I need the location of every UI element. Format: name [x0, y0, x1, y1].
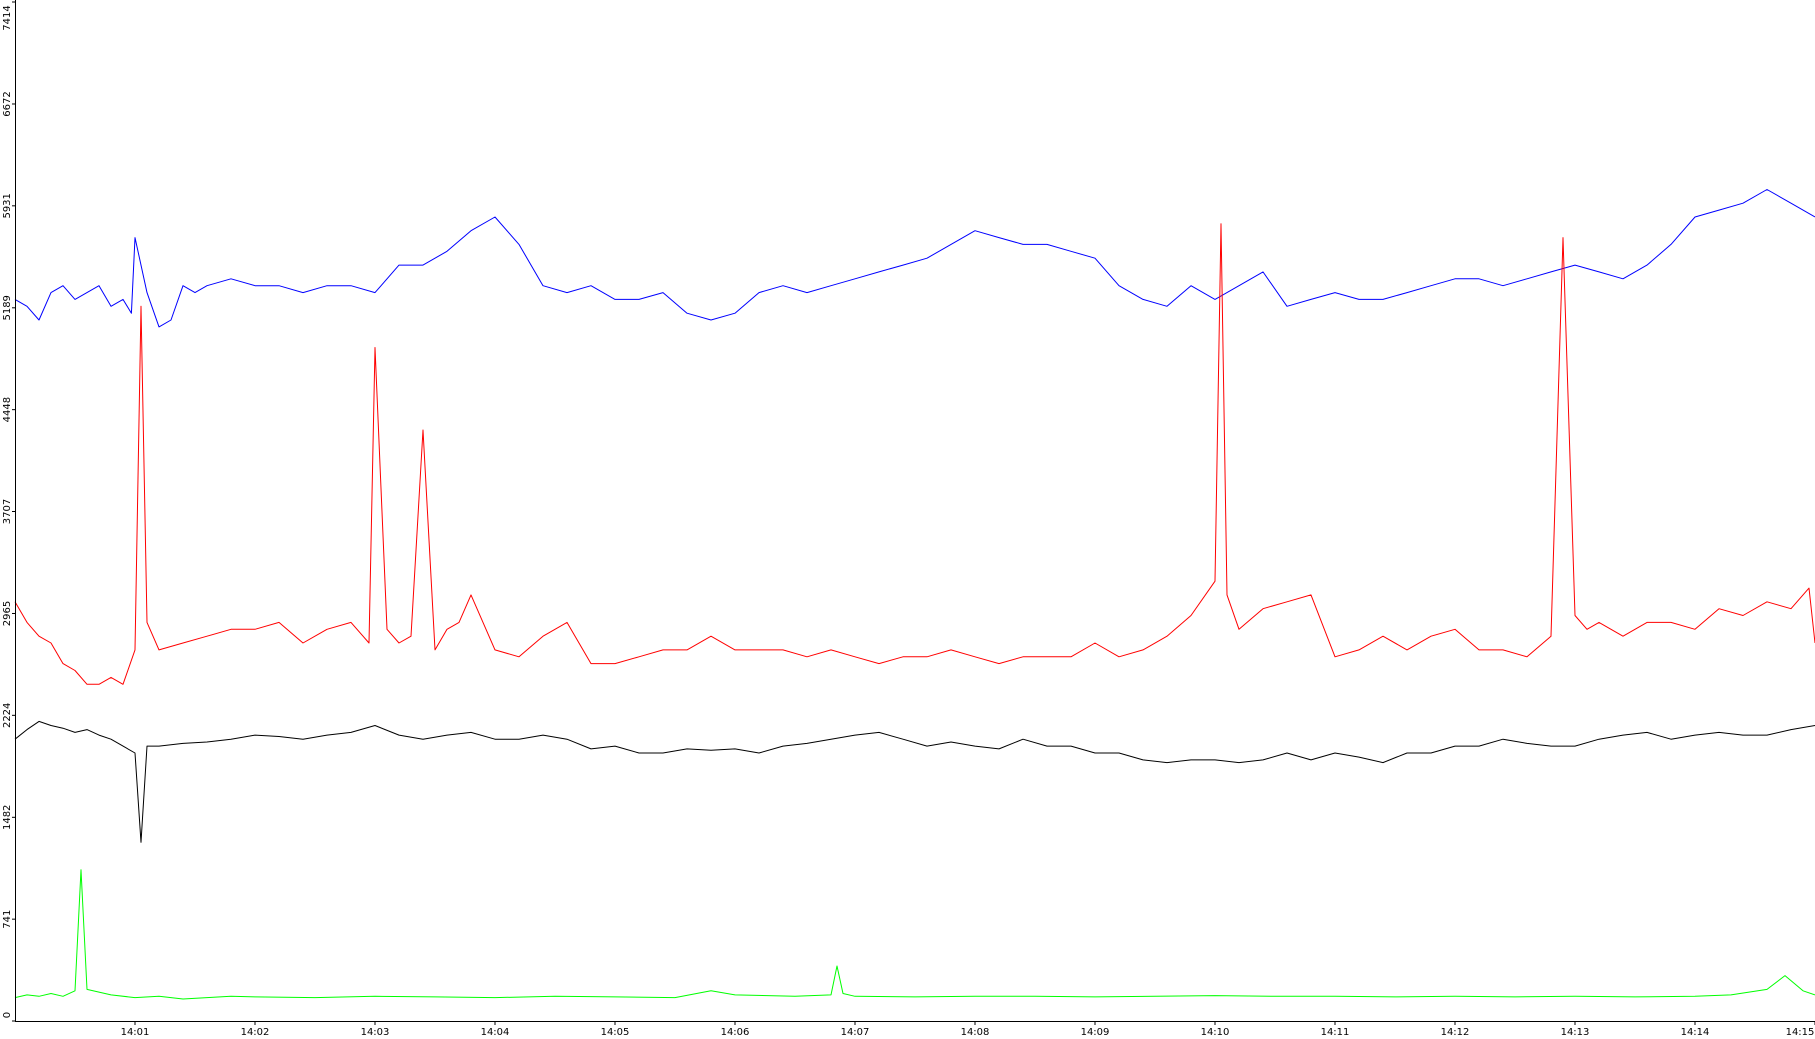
- x-tick-label: 14:06: [721, 1027, 750, 1038]
- x-tick-label: 14:04: [481, 1027, 510, 1038]
- x-tick-label: 14:02: [241, 1027, 270, 1038]
- x-ticks: 14:01 14:02 14:03 14:04 14:05 14:06 14:07 14:08…: [121, 1021, 1815, 1038]
- series-line-1: [14, 223, 1815, 685]
- series-line-2: [14, 720, 1815, 843]
- x-tick-label: 14:07: [841, 1027, 870, 1038]
- y-tick-label: 2965: [2, 601, 13, 626]
- x-tick-label: 14:09: [1081, 1027, 1110, 1038]
- y-tick-label: 5189: [2, 295, 13, 320]
- x-tick-label: 14:14: [1681, 1027, 1710, 1038]
- y-tick-label: 2224: [2, 703, 13, 728]
- y-ticks: 0 741 1482 2224 2965 3707 4448 5189 5931 6672 7414: [2, 1, 16, 1022]
- x-tick-label: 14:03: [361, 1027, 390, 1038]
- y-tick-label: 6672: [2, 91, 13, 116]
- y-tick-label: 3707: [2, 499, 13, 524]
- x-tick-label: 14:05: [601, 1027, 630, 1038]
- y-tick-label: 1482: [2, 805, 13, 830]
- x-tick-label: 14:15: [1786, 1027, 1815, 1038]
- y-tick-label: 5931: [2, 193, 13, 218]
- x-tick-label: 14:12: [1441, 1027, 1470, 1038]
- series-line-3: [14, 869, 1815, 1000]
- y-tick-label: 7414: [2, 5, 13, 30]
- x-tick-label: 14:13: [1561, 1027, 1590, 1038]
- y-tick-label: 0: [2, 1012, 13, 1018]
- x-tick-label: 14:01: [121, 1027, 150, 1038]
- x-tick-label: 14:10: [1201, 1027, 1230, 1038]
- series-group: [14, 189, 1815, 1000]
- y-tick-label: 4448: [2, 397, 13, 422]
- y-tick-label: 741: [2, 910, 13, 929]
- x-tick-label: 14:11: [1321, 1027, 1350, 1038]
- series-line-0: [14, 189, 1815, 328]
- x-tick-label: 14:08: [961, 1027, 990, 1038]
